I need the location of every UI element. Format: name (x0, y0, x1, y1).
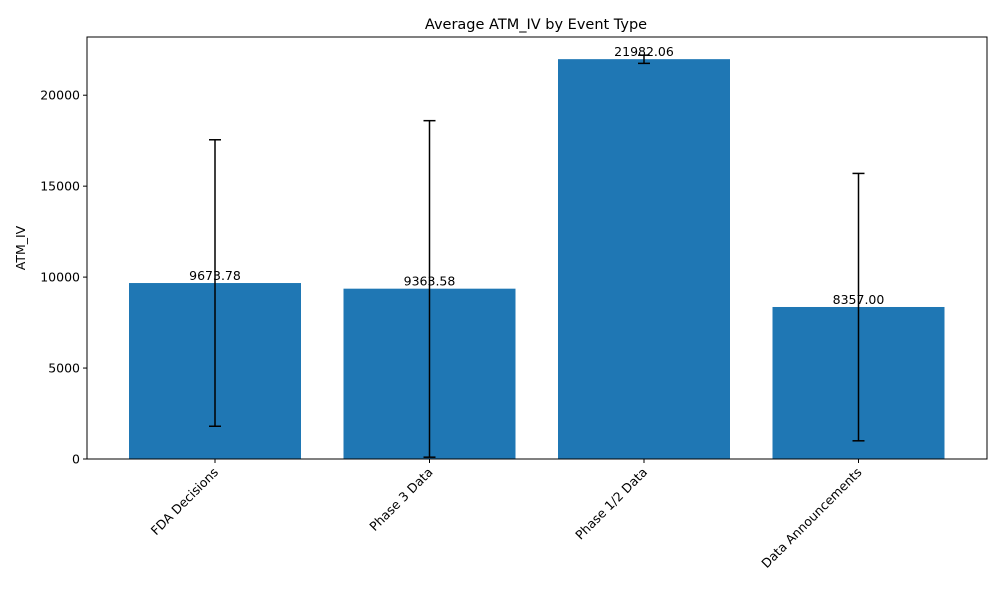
error-bars-layer (209, 54, 865, 458)
data-label-0: 9673.78 (189, 268, 241, 283)
error-bar-0 (209, 139, 221, 428)
error-bar-1 (423, 119, 436, 458)
y-axis-label: ATM_IV (13, 225, 28, 270)
y-axis: 0 5000 10000 15000 20000 (40, 88, 87, 467)
y-tick-label-2: 10000 (40, 270, 80, 285)
x-tick-label-1: Phase 3 Data (366, 465, 435, 534)
error-bar-3 (852, 172, 865, 442)
data-label-2: 21982.06 (614, 44, 674, 59)
error-bar-2 (638, 54, 650, 65)
plot-frame (86, 36, 988, 460)
x-tick-label-0: FDA Decisions (148, 465, 221, 538)
bars-layer (129, 59, 945, 460)
x-tick-label-2: Phase 1/2 Data (572, 465, 650, 543)
chart-title: Average ATM_IV by Event Type (425, 17, 647, 33)
x-tick-label-3: Data Announcements (758, 465, 864, 571)
data-label-3: 8357.00 (833, 292, 885, 307)
bar-2 (558, 59, 730, 460)
data-label-1: 9363.58 (404, 274, 456, 289)
y-tick-label-0: 0 (72, 452, 80, 467)
y-tick-label-3: 15000 (40, 179, 80, 194)
y-tick-label-4: 20000 (40, 88, 80, 103)
y-tick-label-1: 5000 (48, 361, 80, 376)
x-axis: FDA Decisions Phase 3 Data Phase 1/2 Data D… (148, 459, 865, 571)
data-labels-layer: 9673.78 9363.58 21982.06 8357.00 (189, 44, 884, 307)
